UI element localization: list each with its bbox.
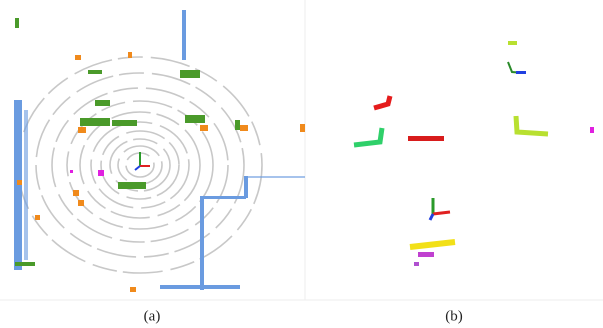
point-cloud-b [354,41,594,266]
caption-b: (b) [445,308,463,324]
caption-a: (a) [144,308,161,324]
figure: (a) (b) [0,0,603,328]
point-cloud-a [14,10,305,292]
